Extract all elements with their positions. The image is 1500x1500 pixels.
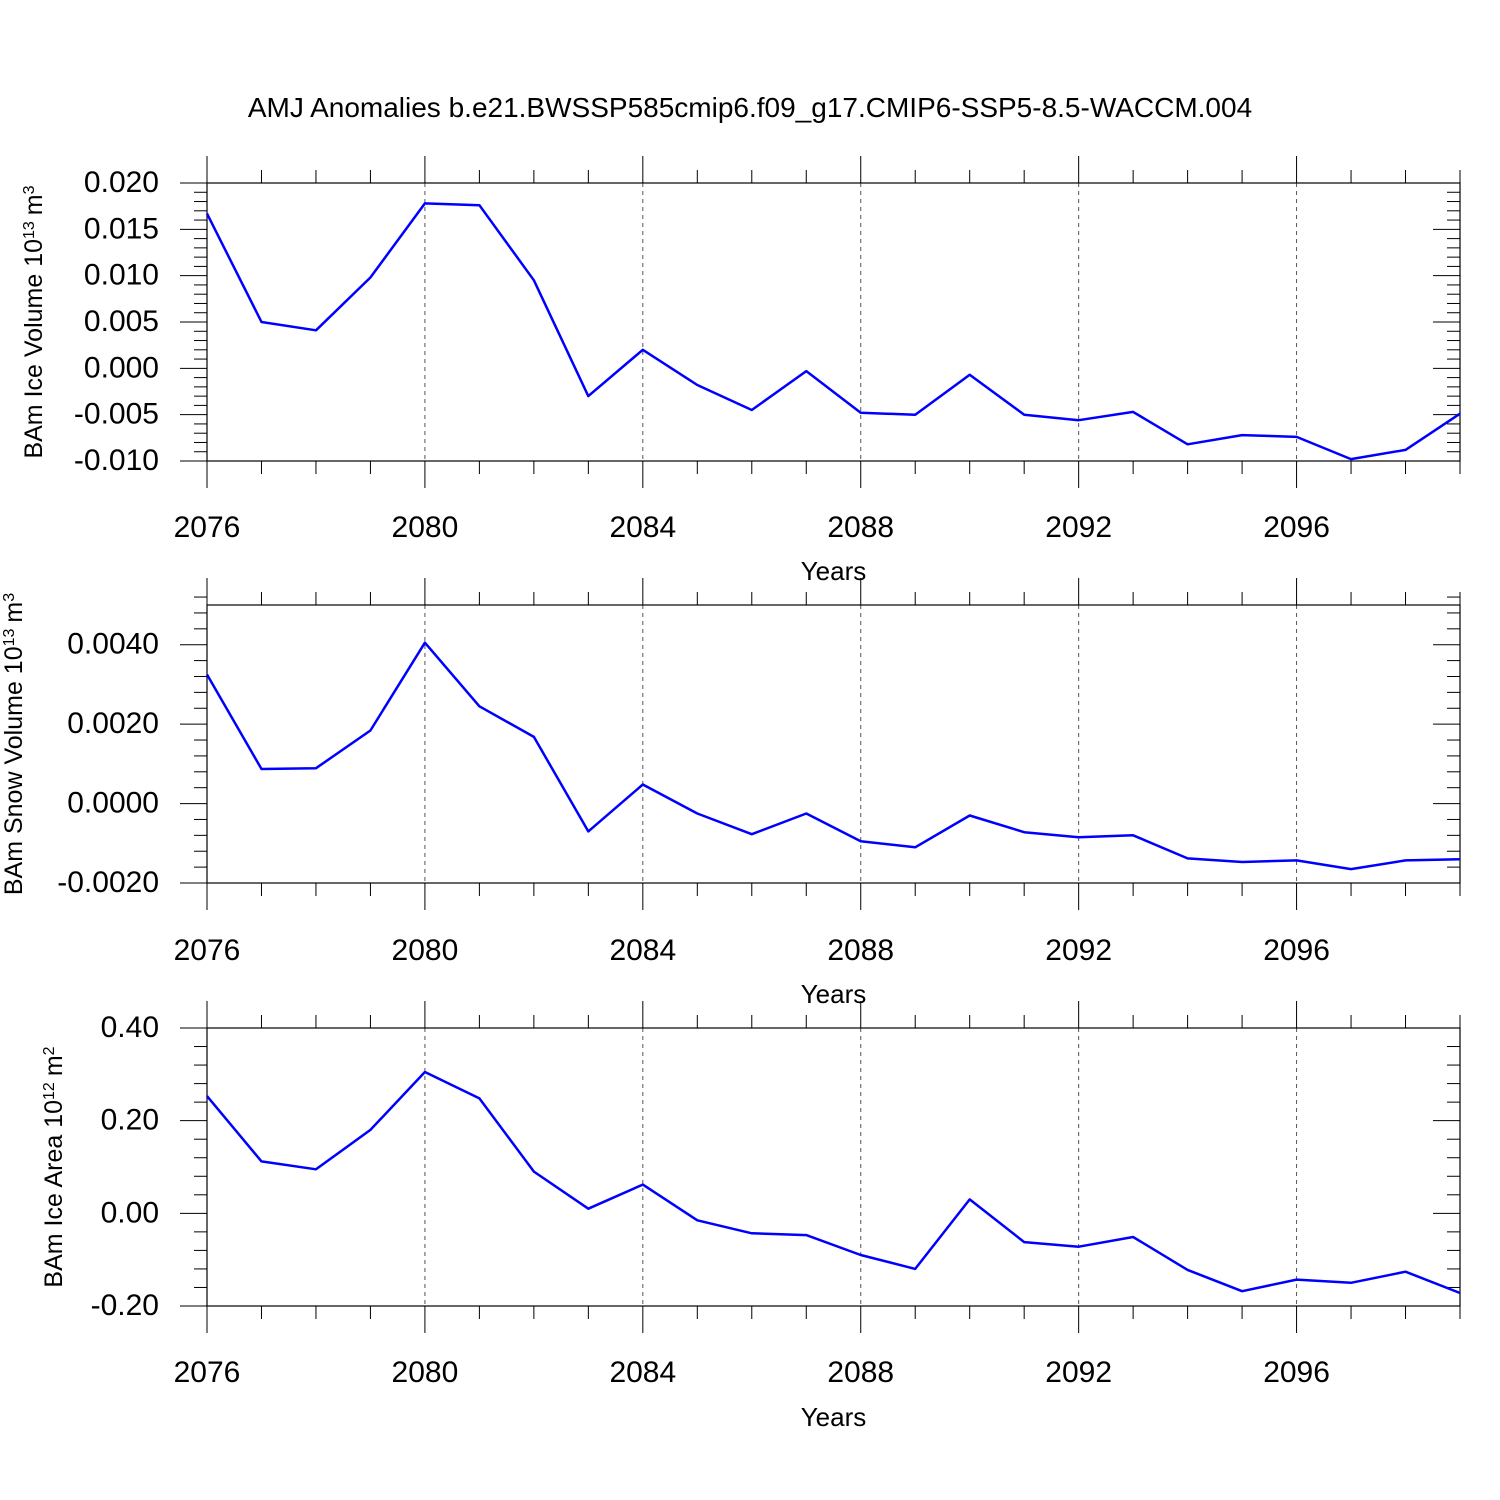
x-axis-label: Years — [801, 556, 867, 586]
y-axis-label: BAm Ice Area 1012m2 — [40, 1046, 68, 1287]
x-tick-label: 2076 — [174, 511, 241, 544]
x-tick-label: 2096 — [1263, 934, 1330, 967]
x-tick-label: 2080 — [392, 1356, 459, 1389]
y-axis-label: BAm Ice Volume 1013m3 — [20, 185, 48, 458]
x-tick-label: 2092 — [1045, 511, 1112, 544]
x-tick-label: 2096 — [1263, 1356, 1330, 1389]
series-line — [206, 1070, 1461, 1295]
chart-title: AMJ Anomalies b.e21.BWSSP585cmip6.f09_g1… — [247, 92, 1253, 123]
x-axis-label: Years — [801, 1402, 867, 1432]
y-tick-label: 0.20 — [101, 1104, 159, 1137]
plot-frame — [206, 182, 1461, 462]
x-tick-label: 2076 — [174, 1356, 241, 1389]
y-tick-label: -0.010 — [74, 444, 159, 477]
x-axis-label: Years — [801, 979, 867, 1009]
y-tick-label: -0.005 — [74, 398, 159, 431]
x-tick-label: 2088 — [827, 511, 894, 544]
y-tick-label: 0.0040 — [67, 628, 159, 661]
panel-1: -0.010 -0.005 0.000 0.005 0.010 0.015 0.020 207… — [20, 156, 1461, 586]
plot-frame — [206, 604, 1461, 884]
series-line — [205, 202, 1461, 461]
y-tick-label: 0.0020 — [67, 707, 159, 740]
y-tick-label: 0.00 — [101, 1196, 159, 1229]
y-tick-label: 0.015 — [84, 212, 159, 245]
y-tick-label: 0.40 — [101, 1011, 159, 1044]
x-tick-label: 2084 — [609, 511, 676, 544]
y-axis-label: BAm Snow Volume 1013m3 — [0, 593, 28, 895]
y-tick-label: -0.0020 — [57, 866, 159, 899]
x-tick-label: 2092 — [1045, 934, 1112, 967]
y-tick-label: 0.010 — [84, 259, 159, 292]
y-tick-label: 0.000 — [84, 351, 159, 384]
series-line — [205, 641, 1461, 871]
y-tick-label: 0.005 — [84, 305, 159, 338]
y-tick-label: 0.0000 — [67, 786, 159, 819]
x-tick-label: 2092 — [1045, 1356, 1112, 1389]
y-tick-label: 0.020 — [84, 166, 159, 199]
x-tick-label: 2076 — [174, 934, 241, 967]
panel-2: -0.0020 0.0000 0.0020 0.0040 2076 2080 2084 208… — [0, 578, 1461, 1009]
x-tick-label: 2080 — [392, 934, 459, 967]
x-tick-label: 2080 — [392, 511, 459, 544]
x-tick-label: 2088 — [827, 1356, 894, 1389]
panel-3: -0.20 0.00 0.20 0.40 2076 2080 2084 2088 2092 209… — [40, 1001, 1461, 1432]
y-tick-label: -0.20 — [91, 1289, 159, 1322]
x-tick-label: 2084 — [609, 934, 676, 967]
x-tick-label: 2084 — [609, 1356, 676, 1389]
x-tick-label: 2088 — [827, 934, 894, 967]
plot-frame — [206, 1027, 1461, 1307]
x-tick-label: 2096 — [1263, 511, 1330, 544]
